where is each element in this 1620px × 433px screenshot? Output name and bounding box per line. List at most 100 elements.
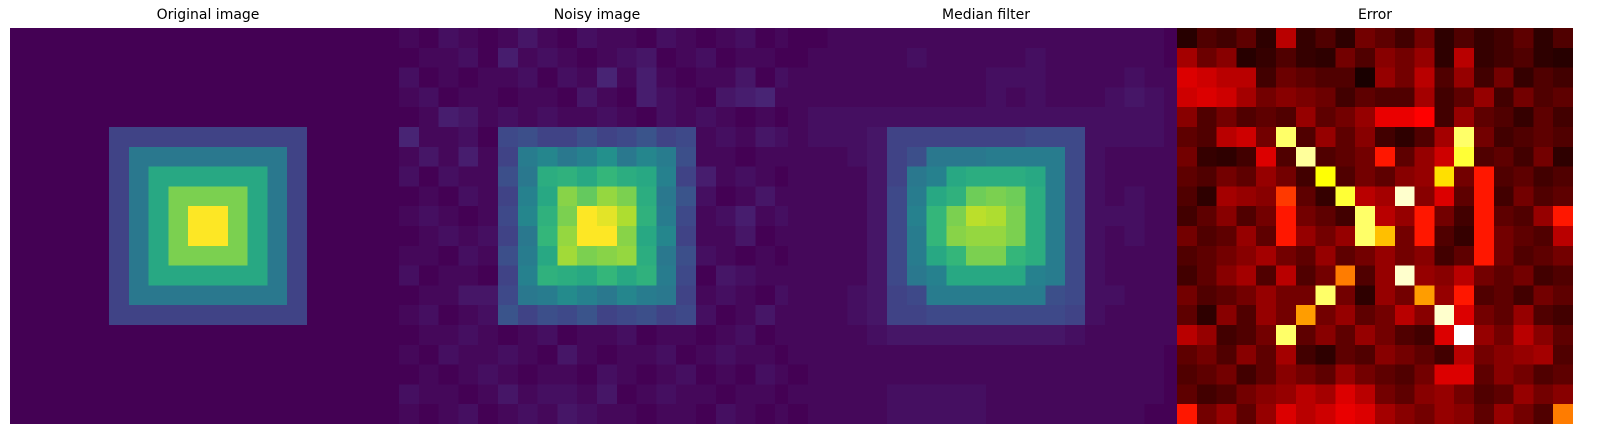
- heatmap-cell: [227, 166, 248, 187]
- heatmap-cell: [498, 28, 519, 49]
- heatmap-cell: [1375, 127, 1396, 148]
- heatmap-cell: [326, 146, 347, 167]
- heatmap-cell: [827, 245, 848, 266]
- heatmap-cell: [1434, 245, 1455, 266]
- heatmap-cell: [1493, 384, 1514, 405]
- heatmap-cell: [1144, 87, 1165, 108]
- heatmap-cell: [1394, 325, 1415, 346]
- heatmap-cell: [227, 245, 248, 266]
- heatmap-cell: [735, 67, 756, 88]
- heatmap-cell: [1474, 87, 1495, 108]
- heatmap-cell: [867, 325, 888, 346]
- heatmap-cell: [1315, 186, 1336, 207]
- heatmap-cell: [636, 67, 657, 88]
- heatmap-cell: [696, 285, 717, 306]
- heatmap-cell: [247, 47, 268, 68]
- heatmap-cell: [1196, 285, 1217, 306]
- heatmap-cell: [326, 206, 347, 227]
- heatmap-cell: [109, 344, 130, 365]
- heatmap-cell: [1434, 28, 1455, 49]
- heatmap-cell: [696, 47, 717, 68]
- heatmap-cell: [69, 226, 90, 247]
- heatmap-cell: [1276, 344, 1297, 365]
- heatmap-cell: [867, 344, 888, 365]
- heatmap-cell: [1236, 325, 1257, 346]
- heatmap-cell: [418, 47, 439, 68]
- heatmap-cell: [676, 186, 697, 207]
- heatmap-cell: [168, 166, 189, 187]
- heatmap-cell: [247, 67, 268, 88]
- heatmap-cell: [1177, 344, 1198, 365]
- heatmap-cell: [827, 47, 848, 68]
- heatmap-cell: [498, 344, 519, 365]
- heatmap-cell: [346, 325, 367, 346]
- heatmap-cell: [148, 28, 169, 49]
- heatmap-cell: [1513, 226, 1534, 247]
- heatmap-cell: [788, 206, 809, 227]
- heatmap-cell: [696, 28, 717, 49]
- heatmap-cell: [986, 107, 1007, 128]
- heatmap-cell: [287, 206, 308, 227]
- heatmap-cell: [1553, 186, 1573, 207]
- heatmap-cell: [788, 146, 809, 167]
- heatmap-cell: [517, 226, 538, 247]
- heatmap-cell: [418, 384, 439, 405]
- heatmap-cell: [1045, 325, 1066, 346]
- heatmap-cell: [847, 404, 868, 424]
- heatmap-cell: [1533, 87, 1554, 108]
- chart-title: Original image: [156, 7, 260, 23]
- heatmap-cell: [1295, 146, 1316, 167]
- heatmap-cell: [49, 67, 70, 88]
- heatmap-cell: [1553, 146, 1573, 167]
- heatmap-cell: [616, 404, 637, 424]
- heatmap-cell: [946, 384, 967, 405]
- heatmap-cell: [10, 127, 31, 148]
- heatmap-cell: [208, 404, 229, 424]
- heatmap-cell: [696, 245, 717, 266]
- heatmap-cell: [1355, 127, 1376, 148]
- heatmap-cell: [1454, 404, 1475, 424]
- heatmap-cell: [1104, 67, 1125, 88]
- heatmap-cell: [966, 285, 987, 306]
- heatmap-cell: [696, 305, 717, 326]
- heatmap-cell: [1434, 344, 1455, 365]
- heatmap-cell: [827, 325, 848, 346]
- heatmap-cell: [715, 384, 736, 405]
- heatmap-cell: [1065, 364, 1086, 385]
- heatmap-cell: [287, 226, 308, 247]
- heatmap-cell: [557, 166, 578, 187]
- heatmap-cell: [1065, 67, 1086, 88]
- heatmap-cell: [1295, 87, 1316, 108]
- heatmap-cell: [676, 364, 697, 385]
- heatmap-cell: [1533, 107, 1554, 128]
- heatmap-cell: [926, 325, 947, 346]
- heatmap-cell: [307, 404, 328, 424]
- heatmap-cell: [1276, 107, 1297, 128]
- heatmap-cell: [458, 384, 479, 405]
- heatmap-cell: [966, 127, 987, 148]
- heatmap-cell: [1065, 146, 1086, 167]
- heatmap-cell: [168, 127, 189, 148]
- heatmap-cell: [247, 28, 268, 49]
- heatmap-cell: [148, 146, 169, 167]
- heatmap-cell: [1256, 166, 1277, 187]
- heatmap-cell: [208, 186, 229, 207]
- heatmap-cell: [1025, 47, 1046, 68]
- heatmap-cell: [1375, 87, 1396, 108]
- heatmap-cell: [227, 186, 248, 207]
- heatmap-cell: [1553, 47, 1573, 68]
- heatmap-cell: [735, 166, 756, 187]
- heatmap-cell: [458, 364, 479, 385]
- heatmap-cell: [557, 47, 578, 68]
- heatmap-cell: [1295, 206, 1316, 227]
- heatmap-cell: [827, 28, 848, 49]
- heatmap-cell: [656, 87, 677, 108]
- heatmap-cell: [1005, 305, 1026, 326]
- heatmap-cell: [188, 344, 209, 365]
- heatmap-cell: [597, 107, 618, 128]
- heatmap-cell: [89, 67, 110, 88]
- heatmap-cell: [109, 226, 130, 247]
- heatmap-cell: [1124, 285, 1145, 306]
- heatmap-cell: [109, 47, 130, 68]
- heatmap-cell: [128, 285, 149, 306]
